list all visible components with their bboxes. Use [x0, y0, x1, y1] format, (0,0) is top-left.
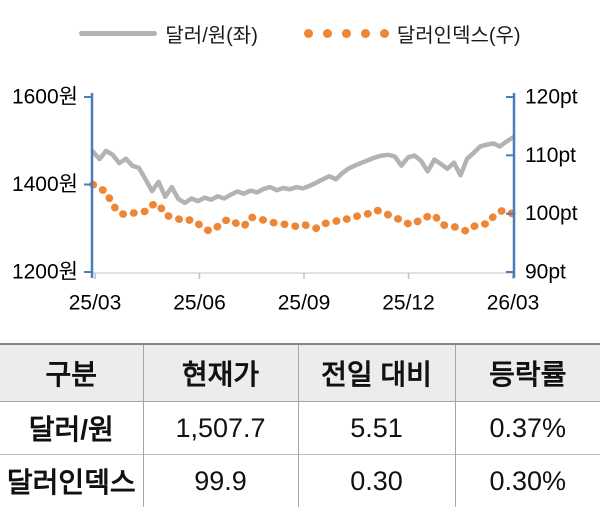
x-tick-2503: 25/03 [69, 292, 122, 315]
x-tick-2512: 25/12 [382, 292, 435, 315]
row-label-usdkrw: 달러/원 [0, 402, 143, 455]
dollar-index-change-rate: 0.30% [455, 455, 600, 507]
dot-icon [304, 29, 313, 38]
krw-series-swatch [79, 31, 157, 36]
col-header-current-price: 현재가 [143, 344, 298, 402]
col-header-category: 구분 [0, 344, 143, 402]
dot-icon [361, 29, 370, 38]
x-tick-2509: 25/09 [278, 292, 331, 315]
index-series-swatch [304, 29, 389, 38]
y-left-tick-1600: 1600원 [12, 86, 78, 109]
x-tick-2603: 26/03 [487, 292, 540, 315]
fx-quote-table: 구분 현재가 전일 대비 등락률 달러/원 1,507.7 5.51 0.37%… [0, 343, 600, 507]
y-right-tick-90: 90pt [525, 261, 566, 284]
col-header-daily-change: 전일 대비 [298, 344, 455, 402]
fx-line-chart: 1600원 1400원 1200원 120pt 110pt 100pt 90pt… [0, 60, 600, 320]
row-label-dollar-index: 달러인덱스 [0, 455, 143, 507]
y-right-tick-110: 110pt [525, 144, 576, 167]
usdkrw-change-rate: 0.37% [455, 402, 600, 455]
y-left-tick-1200: 1200원 [12, 261, 78, 284]
dot-icon [380, 29, 389, 38]
y-right-tick-100: 100pt [525, 202, 578, 225]
col-header-change-rate: 등락률 [455, 344, 600, 402]
dollar-index-daily-change: 0.30 [298, 455, 455, 507]
x-tick-2506: 25/06 [173, 292, 226, 315]
y-right-tick-120: 120pt [525, 86, 578, 109]
y-left-tick-1400: 1400원 [12, 173, 78, 196]
table-row-dollar-index: 달러인덱스 99.9 0.30 0.30% [0, 455, 600, 507]
usdkrw-daily-change: 5.51 [298, 402, 455, 455]
legend-label-index: 달러인덱스(우) [397, 19, 521, 48]
dot-icon [323, 29, 332, 38]
dollar-index-current-price: 99.9 [143, 455, 298, 507]
dot-icon [342, 29, 351, 38]
table-header-row: 구분 현재가 전일 대비 등락률 [0, 344, 600, 402]
table-row-usdkrw: 달러/원 1,507.7 5.51 0.37% [0, 402, 600, 455]
legend-label-krw: 달러/원(좌) [165, 19, 257, 48]
usdkrw-current-price: 1,507.7 [143, 402, 298, 455]
chart-legend: 달러/원(좌) 달러인덱스(우) [0, 19, 600, 47]
